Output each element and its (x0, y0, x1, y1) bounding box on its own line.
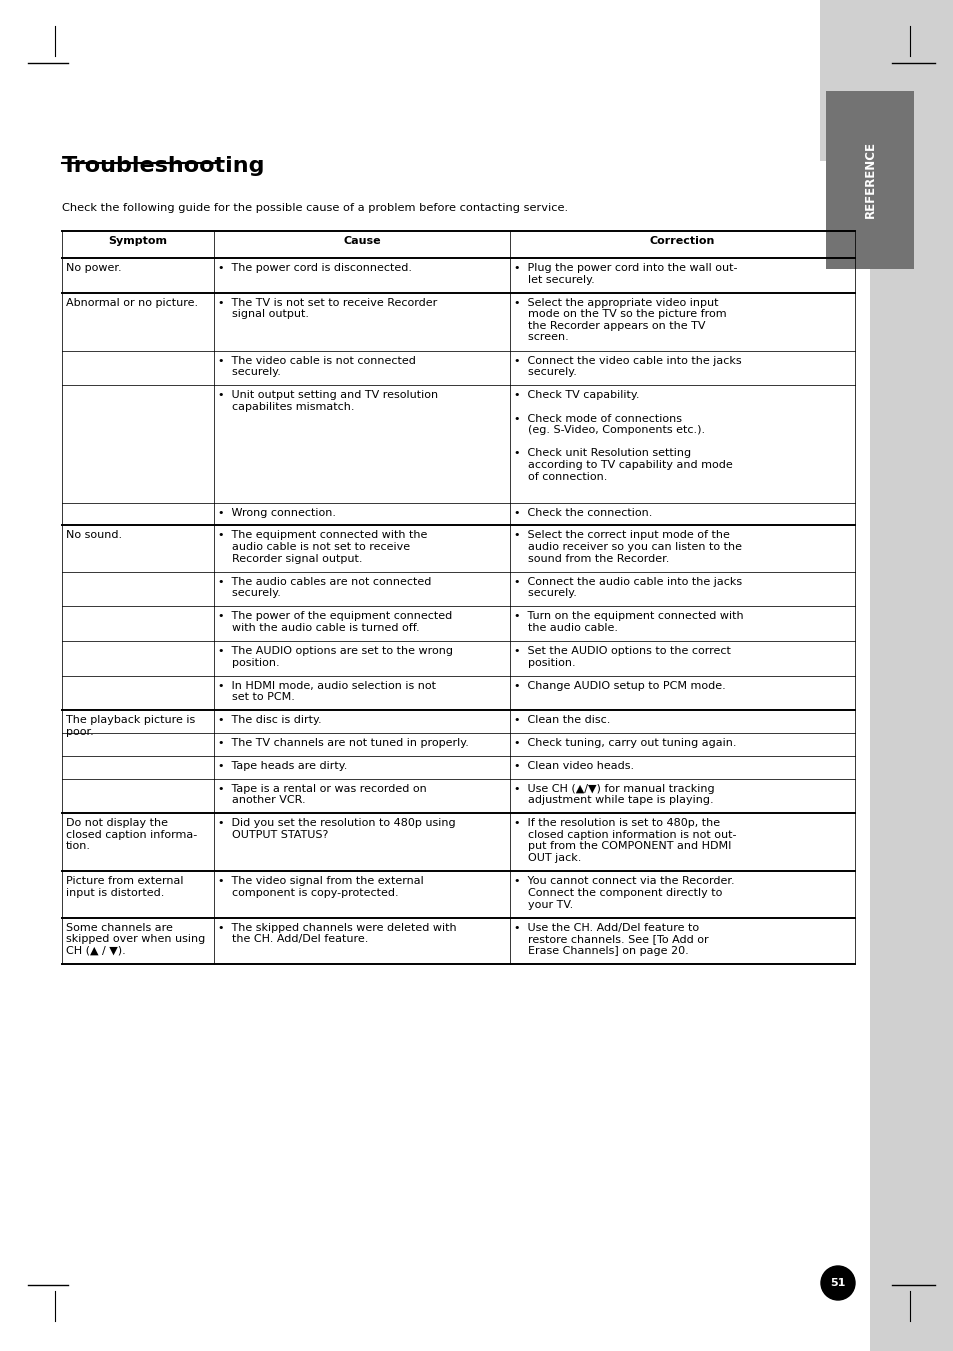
Bar (869, 0, 953, 1351)
Text: 51: 51 (829, 1278, 844, 1288)
Text: •  Clean the disc.: • Clean the disc. (514, 715, 610, 725)
Text: •  Change AUDIO setup to PCM mode.: • Change AUDIO setup to PCM mode. (514, 681, 725, 690)
Text: Cause: Cause (343, 236, 380, 246)
Text: •  Unit output setting and TV resolution
    capabilites mismatch.: • Unit output setting and TV resolution … (218, 390, 438, 412)
Text: •  Select the appropriate video input
    mode on the TV so the picture from
   : • Select the appropriate video input mod… (514, 297, 726, 342)
Text: Correction: Correction (649, 236, 715, 246)
Text: •  Set the AUDIO options to the correct
    position.: • Set the AUDIO options to the correct p… (514, 646, 730, 667)
Bar (820, 0, 953, 161)
Text: Some channels are
skipped over when using
CH (▲ / ▼).: Some channels are skipped over when usin… (66, 923, 205, 957)
Text: •  Use the CH. Add/Del feature to
    restore channels. See [To Add or
    Erase: • Use the CH. Add/Del feature to restore… (514, 923, 708, 957)
Text: •  The power of the equipment connected
    with the audio cable is turned off.: • The power of the equipment connected w… (218, 612, 452, 634)
Text: •  You cannot connect via the Recorder.
    Connect the component directly to
  : • You cannot connect via the Recorder. C… (514, 877, 734, 909)
Text: •  In HDMI mode, audio selection is not
    set to PCM.: • In HDMI mode, audio selection is not s… (218, 681, 436, 703)
Text: Check the following guide for the possible cause of a problem before contacting : Check the following guide for the possib… (62, 203, 568, 213)
Text: Troubleshooting: Troubleshooting (62, 155, 265, 176)
Text: •  Use CH (▲/▼) for manual tracking
    adjustment while tape is playing.: • Use CH (▲/▼) for manual tracking adjus… (514, 784, 714, 805)
Bar (825, 91, 913, 269)
Text: •  The TV is not set to receive Recorder
    signal output.: • The TV is not set to receive Recorder … (218, 297, 437, 319)
Text: •  Plug the power cord into the wall out-
    let securely.: • Plug the power cord into the wall out-… (514, 263, 737, 285)
Text: •  Select the correct input mode of the
    audio receiver so you can listen to : • Select the correct input mode of the a… (514, 531, 741, 563)
Text: •  The equipment connected with the
    audio cable is not set to receive
    Re: • The equipment connected with the audio… (218, 531, 427, 563)
Text: •  The video signal from the external
    component is copy-protected.: • The video signal from the external com… (218, 877, 423, 898)
Text: •  Did you set the resolution to 480p using
    OUTPUT STATUS?: • Did you set the resolution to 480p usi… (218, 819, 456, 840)
Text: The playback picture is
poor.: The playback picture is poor. (66, 715, 195, 736)
Text: •  Turn on the equipment connected with
    the audio cable.: • Turn on the equipment connected with t… (514, 612, 743, 634)
Text: •  If the resolution is set to 480p, the
    closed caption information is not o: • If the resolution is set to 480p, the … (514, 819, 736, 863)
Text: •  Tape heads are dirty.: • Tape heads are dirty. (218, 761, 347, 771)
Text: •  Connect the audio cable into the jacks
    securely.: • Connect the audio cable into the jacks… (514, 577, 741, 598)
Text: Abnormal or no picture.: Abnormal or no picture. (66, 297, 198, 308)
Circle shape (821, 1266, 854, 1300)
Text: REFERENCE: REFERENCE (862, 142, 876, 219)
Text: •  Clean video heads.: • Clean video heads. (514, 761, 634, 771)
Text: •  Connect the video cable into the jacks
    securely.: • Connect the video cable into the jacks… (514, 355, 740, 377)
Text: •  Wrong connection.: • Wrong connection. (218, 508, 335, 517)
Text: •  The AUDIO options are set to the wrong
    position.: • The AUDIO options are set to the wrong… (218, 646, 453, 667)
Text: No power.: No power. (66, 263, 121, 273)
Text: •  Check TV capability.

•  Check mode of connections
    (eg. S-Video, Componen: • Check TV capability. • Check mode of c… (514, 390, 732, 481)
Text: •  Check the connection.: • Check the connection. (514, 508, 652, 517)
Text: Do not display the
closed caption informa-
tion.: Do not display the closed caption inform… (66, 819, 197, 851)
Text: Picture from external
input is distorted.: Picture from external input is distorted… (66, 877, 183, 898)
Text: •  Check tuning, carry out tuning again.: • Check tuning, carry out tuning again. (514, 738, 736, 748)
Text: •  The skipped channels were deleted with
    the CH. Add/Del feature.: • The skipped channels were deleted with… (218, 923, 456, 944)
Text: No sound.: No sound. (66, 531, 122, 540)
Text: •  Tape is a rental or was recorded on
    another VCR.: • Tape is a rental or was recorded on an… (218, 784, 427, 805)
Text: •  The TV channels are not tuned in properly.: • The TV channels are not tuned in prope… (218, 738, 469, 748)
Text: •  The audio cables are not connected
    securely.: • The audio cables are not connected sec… (218, 577, 431, 598)
Text: Symptom: Symptom (109, 236, 168, 246)
Text: •  The disc is dirty.: • The disc is dirty. (218, 715, 321, 725)
Text: •  The power cord is disconnected.: • The power cord is disconnected. (218, 263, 412, 273)
Text: •  The video cable is not connected
    securely.: • The video cable is not connected secur… (218, 355, 416, 377)
